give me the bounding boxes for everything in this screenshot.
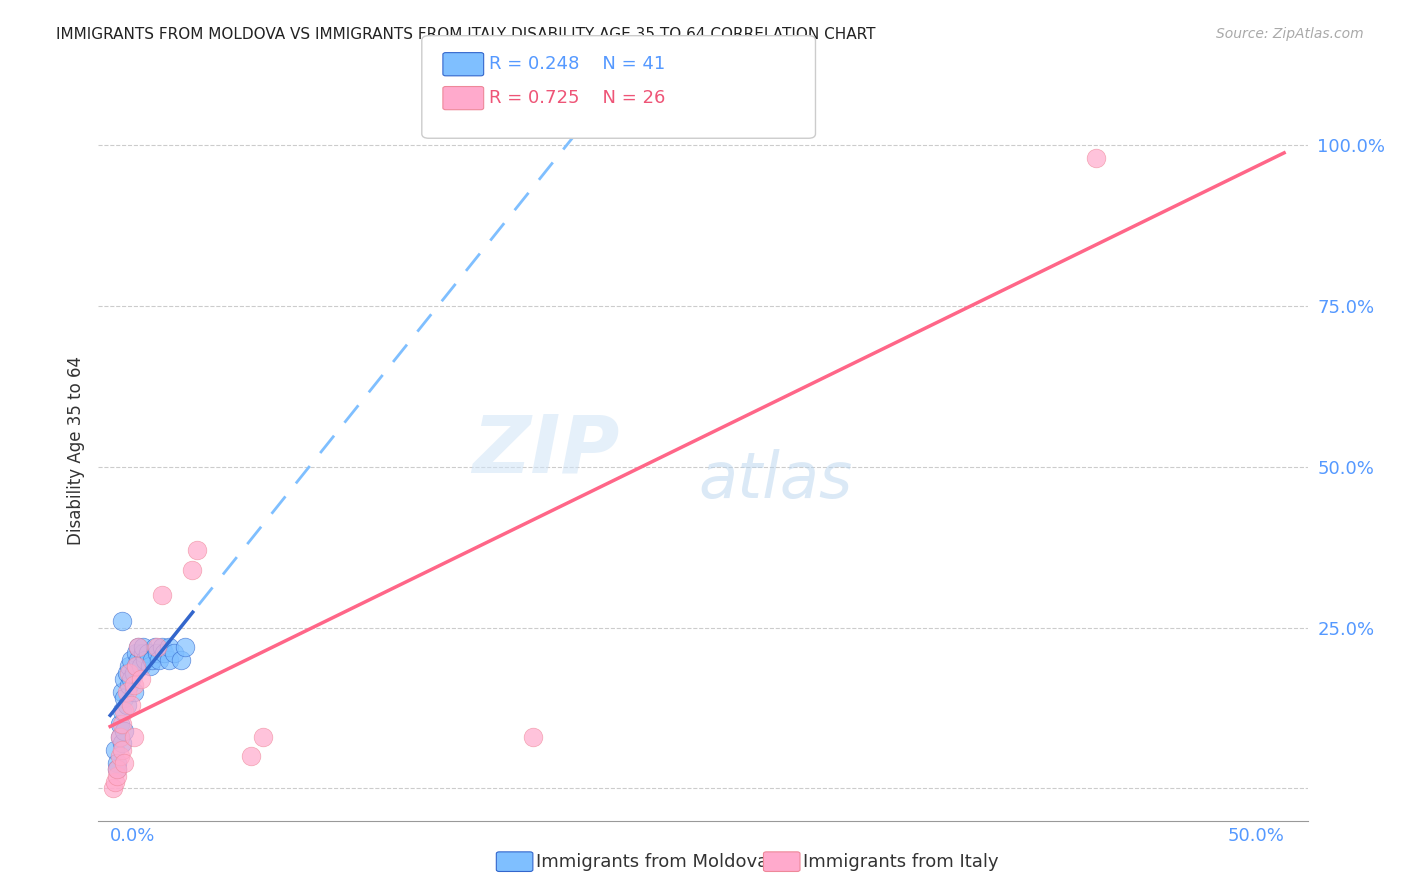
Point (127, 653, 149, 667)
Text: R = 0.725    N = 26: R = 0.725 N = 26 (489, 89, 665, 107)
Point (111, 717, 134, 731)
Point (150, 588, 173, 602)
Point (118, 659, 141, 673)
Point (105, 762, 128, 776)
Point (120, 698, 142, 712)
Point (111, 685, 134, 699)
Text: IMMIGRANTS FROM MOLDOVA VS IMMIGRANTS FROM ITALY DISABILITY AGE 35 TO 64 CORRELA: IMMIGRANTS FROM MOLDOVA VS IMMIGRANTS FR… (56, 27, 876, 42)
Point (162, 646, 184, 660)
Point (132, 646, 155, 660)
Point (122, 678, 145, 692)
Point (143, 640, 166, 654)
Point (136, 646, 159, 660)
Text: Immigrants from Italy: Immigrants from Italy (803, 853, 998, 871)
Point (240, 749, 263, 764)
Point (122, 685, 145, 699)
Point (186, 543, 208, 558)
Text: atlas: atlas (699, 449, 852, 511)
Point (108, 730, 131, 744)
Point (127, 640, 149, 654)
Point (157, 640, 180, 654)
Point (122, 730, 145, 744)
Point (112, 704, 135, 718)
Point (181, 563, 204, 577)
Point (118, 665, 141, 680)
Point (101, 781, 124, 796)
Point (146, 640, 169, 654)
Point (112, 691, 135, 706)
Point (112, 723, 135, 738)
Point (148, 653, 170, 667)
Point (112, 756, 135, 770)
Point (120, 653, 142, 667)
Text: Source: ZipAtlas.com: Source: ZipAtlas.com (1216, 27, 1364, 41)
Point (153, 646, 176, 660)
Point (125, 646, 148, 660)
Point (141, 653, 163, 667)
Point (150, 640, 173, 654)
Point (111, 736, 134, 750)
Text: 0.0%: 0.0% (110, 827, 156, 845)
Text: ZIP: ZIP (472, 411, 620, 490)
Point (129, 672, 152, 686)
Point (1085, 151, 1108, 165)
Point (139, 659, 162, 673)
Point (120, 672, 142, 686)
Point (115, 698, 138, 712)
Point (105, 756, 128, 770)
Point (125, 659, 148, 673)
Point (108, 749, 131, 764)
Point (252, 730, 274, 744)
Point (157, 653, 180, 667)
Point (108, 717, 131, 731)
Point (522, 730, 544, 744)
Point (125, 659, 148, 673)
Point (115, 665, 138, 680)
Y-axis label: Disability Age 35 to 64: Disability Age 35 to 64 (66, 356, 84, 545)
Point (112, 672, 135, 686)
Point (122, 665, 145, 680)
Point (111, 743, 134, 757)
Text: 50.0%: 50.0% (1227, 827, 1284, 845)
Point (146, 646, 169, 660)
Point (134, 653, 156, 667)
Point (115, 685, 138, 699)
Text: Immigrants from Moldova: Immigrants from Moldova (536, 853, 768, 871)
Point (111, 614, 134, 628)
Point (108, 730, 131, 744)
Point (111, 704, 134, 718)
Text: R = 0.248    N = 41: R = 0.248 N = 41 (489, 55, 665, 73)
Point (104, 775, 127, 789)
Point (129, 659, 152, 673)
Point (174, 640, 197, 654)
Point (105, 762, 128, 776)
Point (169, 653, 191, 667)
Point (132, 640, 155, 654)
Point (104, 743, 127, 757)
Point (118, 678, 141, 692)
Point (105, 768, 128, 782)
Point (127, 640, 149, 654)
